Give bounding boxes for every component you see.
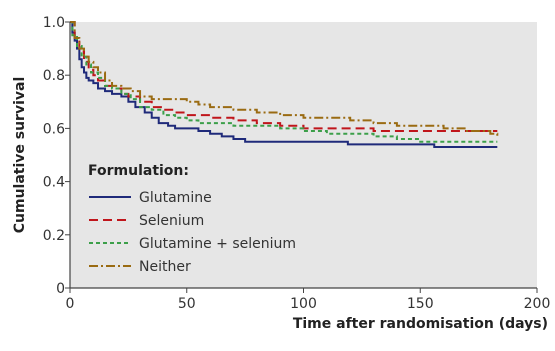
series-layer (70, 21, 499, 149)
ticks-layer: 0 0.2 0.4 0.6 0.8 1.0 0 50 100 150 200 (43, 15, 551, 312)
series-line-1 (70, 21, 498, 149)
legend-label: Neither (139, 259, 191, 275)
x-tick-label: 100 (290, 296, 317, 312)
y-axis-title: Cumulative survival (12, 77, 28, 234)
y-tick-label: 0 (56, 281, 65, 297)
y-tick-label: 0.8 (43, 68, 65, 84)
legend: Formulation: Glutamine Selenium Glutamine … (88, 163, 296, 275)
legend-label: Glutamine (139, 190, 212, 206)
legend-label: Selenium (139, 213, 204, 229)
x-tick-label: 0 (66, 296, 75, 312)
y-tick-label: 0.2 (43, 228, 65, 244)
series-line-3 (70, 21, 498, 143)
y-tick-label: 0.4 (43, 175, 65, 191)
legend-title: Formulation: (88, 163, 189, 179)
y-tick-label: 0.6 (43, 121, 65, 137)
y-tick-label: 1.0 (43, 15, 65, 31)
x-axis-title: Time after randomisation (days) (293, 316, 548, 332)
x-tick-label: 150 (407, 296, 434, 312)
series-line-4 (70, 21, 499, 137)
x-tick-label: 50 (178, 296, 196, 312)
x-tick-label: 200 (524, 296, 551, 312)
plot-background (70, 22, 537, 288)
series-line-2 (70, 21, 498, 133)
legend-label: Glutamine + selenium (139, 236, 296, 252)
